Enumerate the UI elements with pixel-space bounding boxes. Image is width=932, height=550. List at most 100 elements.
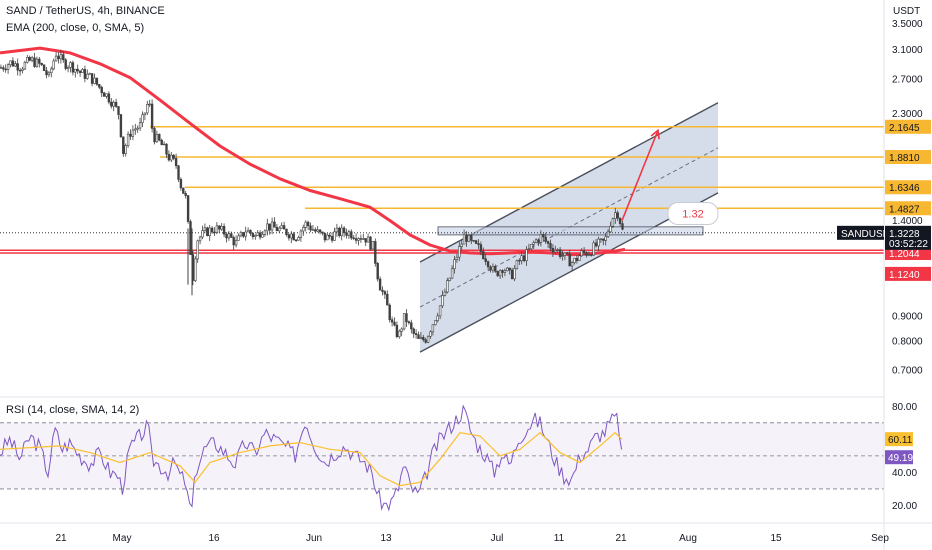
candle-body — [568, 253, 571, 267]
candle-body — [326, 234, 329, 241]
candle-body — [95, 77, 99, 85]
level-price-tag — [885, 201, 931, 216]
candle-body — [210, 227, 214, 233]
candle-body — [64, 59, 67, 69]
candle-body — [426, 335, 430, 343]
candle-body — [410, 322, 413, 330]
candle-body — [126, 133, 130, 146]
candle-body — [0, 67, 3, 69]
candle-body — [266, 223, 269, 232]
candle-body — [66, 67, 70, 69]
candle-body — [592, 242, 595, 256]
candle-body — [333, 231, 336, 241]
candle-body — [491, 266, 495, 271]
candle-body — [153, 128, 156, 143]
candle-body — [160, 139, 163, 146]
candle-body — [534, 239, 538, 243]
rsi-ma-line[interactable] — [0, 431, 623, 487]
candle-body — [40, 63, 43, 66]
candle-body — [422, 336, 425, 341]
candle-body — [47, 72, 51, 76]
candle-body — [88, 73, 91, 75]
candle-body — [506, 267, 509, 271]
candle-body — [237, 235, 240, 241]
time-tick-label: 13 — [380, 533, 392, 544]
rsi-indicator-label[interactable]: RSI (14, close, SMA, 14, 2) — [6, 404, 140, 416]
candle-body — [352, 237, 355, 239]
candle-body — [131, 129, 135, 137]
candle-body — [21, 68, 24, 71]
symbol-header[interactable]: SAND / TetherUS, 4h, BINANCE — [6, 5, 165, 17]
price-axis[interactable]: 2.16451.88101.63461.48271.22001.20441.12… — [837, 0, 931, 550]
candle-body — [503, 270, 507, 273]
candle-body — [9, 60, 12, 66]
candle-body — [213, 231, 216, 234]
rsi-value-tag — [885, 432, 913, 447]
candle-body — [35, 58, 39, 67]
rsi-pane[interactable] — [0, 396, 884, 512]
ema-indicator-label[interactable]: EMA (200, close, 0, SMA, 5) — [6, 22, 145, 34]
time-tick-label: May — [113, 533, 132, 544]
candle-body — [249, 229, 252, 234]
candle-body — [460, 243, 463, 247]
symbol-tag-label: SANDUSDT — [841, 229, 896, 240]
price-pane[interactable]: 1.32 — [0, 46, 884, 353]
callout-bubble[interactable] — [667, 202, 719, 226]
candle-body — [227, 233, 231, 239]
candle-body — [328, 234, 331, 237]
candle-body — [484, 258, 487, 262]
candle-body — [431, 324, 435, 333]
candle-body — [338, 227, 341, 236]
resistance-zone[interactable] — [437, 226, 704, 236]
candle-body — [570, 262, 574, 267]
candle-body — [436, 315, 439, 321]
candle-body — [59, 54, 63, 60]
candle-body — [611, 218, 615, 227]
candle-body — [100, 86, 103, 94]
ema-200-line[interactable] — [0, 46, 626, 257]
price-tick-label: 3.1000 — [892, 45, 923, 56]
candles[interactable] — [0, 49, 624, 344]
candle-body — [222, 226, 226, 235]
candle-body — [167, 153, 171, 161]
candle-body — [455, 256, 459, 260]
candle-body — [450, 268, 454, 279]
candle-body — [28, 57, 31, 61]
candle-body — [112, 101, 115, 107]
channel-lower-line[interactable] — [419, 192, 719, 353]
rsi-line[interactable] — [0, 404, 623, 512]
candle-body — [462, 234, 466, 245]
candle-body — [14, 63, 17, 67]
time-tick-label: 21 — [55, 533, 67, 544]
candle-body — [258, 232, 262, 238]
candle-body — [246, 229, 250, 233]
candle-body — [494, 266, 497, 272]
candle-body — [369, 236, 372, 250]
candle-body — [208, 227, 211, 237]
candle-body — [110, 101, 113, 107]
rsi-tick-label: 40.00 — [892, 468, 917, 479]
candle-body — [297, 237, 300, 241]
candle-body — [218, 225, 221, 230]
time-axis[interactable]: 21 May 16 Jun 13 Jul 11 21 Aug 15 Sep — [0, 522, 932, 544]
candle-body — [549, 243, 552, 249]
candle-body — [621, 223, 624, 230]
candle-body — [30, 57, 34, 61]
rsi-tick-label: 20.00 — [892, 501, 917, 512]
candle-body — [424, 339, 427, 343]
candle-body — [489, 266, 492, 271]
candle-body — [465, 234, 468, 242]
candle-body — [390, 319, 394, 323]
time-tick-label: 15 — [770, 533, 782, 544]
candle-body — [345, 232, 348, 236]
candle-body — [448, 277, 451, 281]
level-price-label: 1.4827 — [889, 204, 920, 215]
candle-body — [362, 238, 365, 240]
candle-body — [386, 293, 389, 306]
projection-arrow[interactable] — [621, 129, 659, 221]
candle-body — [354, 238, 358, 241]
rsi-tick-label: 80.00 — [892, 402, 917, 413]
candle-body — [582, 250, 586, 253]
candle-body — [150, 103, 154, 129]
